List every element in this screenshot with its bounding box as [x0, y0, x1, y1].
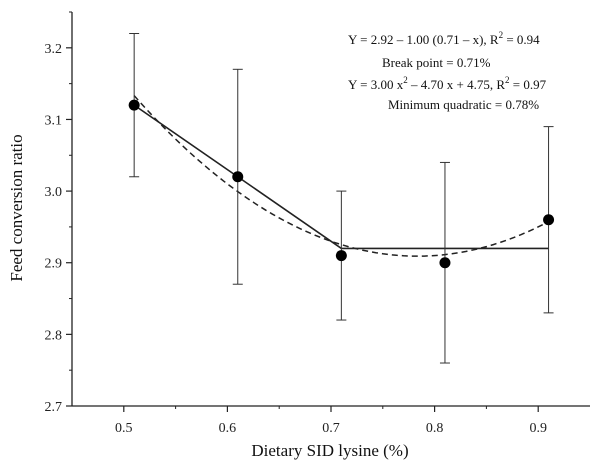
- y-tick-label: 3.1: [45, 113, 63, 128]
- x-tick-label: 0.9: [529, 421, 547, 436]
- x-tick-label: 0.6: [219, 421, 237, 436]
- data-point: [439, 257, 451, 269]
- r2-superscript: 2: [499, 30, 504, 40]
- broken-line-equation-main: Y = 2.92 – 1.00 (0.71 – x), R: [348, 32, 499, 47]
- minimum-quadratic-label: Minimum quadratic = 0.78%: [388, 97, 539, 112]
- broken-line-r2: = 0.94: [503, 32, 540, 47]
- ticks: 0.5 0.6 0.7 0.8 0.9 2.7 2.8 2.9 3.0 3.1 3.2: [45, 11, 547, 436]
- broken-line-equation: Y = 2.92 – 1.00 (0.71 – x), R2 = 0.94: [348, 30, 540, 47]
- data-point: [232, 171, 244, 183]
- y-tick-label: 2.9: [45, 257, 63, 272]
- break-point-label: Break point = 0.71%: [382, 55, 491, 70]
- quadratic-r2: = 0.97: [510, 77, 547, 92]
- y-tick-label: 2.8: [45, 328, 63, 343]
- data-point: [543, 214, 555, 226]
- x-tick-label: 0.7: [322, 421, 340, 436]
- y-axis-title: Feed conversion ratio: [7, 134, 26, 281]
- x2-superscript: 2: [403, 75, 408, 85]
- r2-superscript-2: 2: [505, 75, 510, 85]
- x-tick-label: 0.8: [426, 421, 444, 436]
- data-point: [128, 99, 140, 111]
- x-tick-label: 0.5: [115, 421, 133, 436]
- y-tick-label: 2.7: [45, 400, 63, 415]
- quadratic-equation-b: – 4.70 x + 4.75, R: [408, 77, 506, 92]
- x-axis-title: Dietary SID lysine (%): [251, 441, 408, 460]
- axes: [71, 12, 590, 407]
- data-points: [128, 99, 555, 269]
- quadratic-equation-a: Y = 3.00 x: [348, 77, 404, 92]
- quadratic-equation: Y = 3.00 x2 – 4.70 x + 4.75, R2 = 0.97: [348, 75, 547, 92]
- data-point: [335, 250, 347, 262]
- equation-annotation: Y = 2.92 – 1.00 (0.71 – x), R2 = 0.94 Br…: [348, 30, 547, 112]
- y-tick-label: 3.2: [45, 42, 63, 57]
- y-tick-label: 3.0: [45, 185, 63, 200]
